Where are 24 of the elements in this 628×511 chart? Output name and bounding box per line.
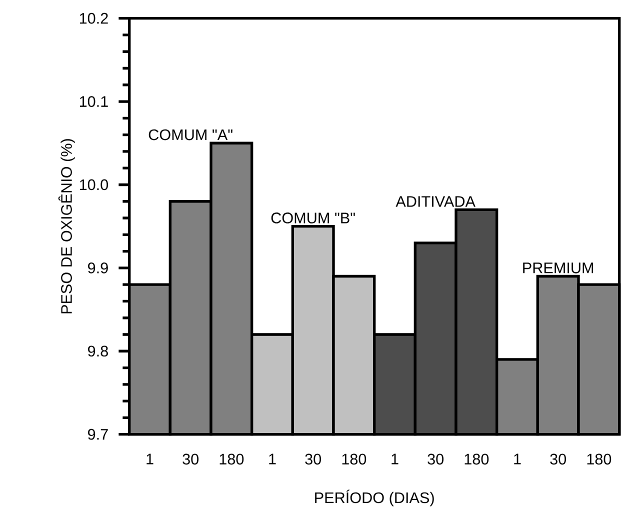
x-tick-label: 30 [428, 454, 444, 465]
x-tick-label: 1 [392, 454, 398, 464]
y-tick-label: 10.0 [80, 179, 108, 190]
x-tick-label: 1 [146, 454, 154, 464]
x-tick-label: 30 [182, 454, 199, 465]
x-tick-label: 1 [269, 454, 276, 464]
x-tick-label: 30 [305, 454, 322, 465]
y-tick-label: 10.1 [80, 96, 108, 108]
x-tick-label: 180 [220, 454, 244, 465]
series-label: COMUM "A" [148, 130, 232, 140]
x-tick-label: 30 [550, 454, 566, 465]
x-axis-title: PERÍODO (DIAS) [315, 490, 434, 506]
y-tick-label: 10.2 [80, 13, 108, 24]
x-tick-label: 180 [342, 454, 366, 465]
series-label: PREMIUM [523, 262, 594, 274]
series-label: ADITIVADA [396, 196, 476, 207]
x-tick-label: 180 [464, 454, 489, 465]
series-label: COMUM "B" [271, 212, 355, 224]
y-axis-title: PESO DE OXIGÊNIO (%) [58, 139, 75, 314]
y-tick-label: 9.9 [88, 262, 108, 274]
y-tick-label: 9.7 [88, 429, 108, 440]
x-tick-label: 1 [514, 454, 521, 464]
y-tick-label: 9.8 [88, 346, 108, 357]
x-tick-label: 180 [587, 454, 612, 465]
